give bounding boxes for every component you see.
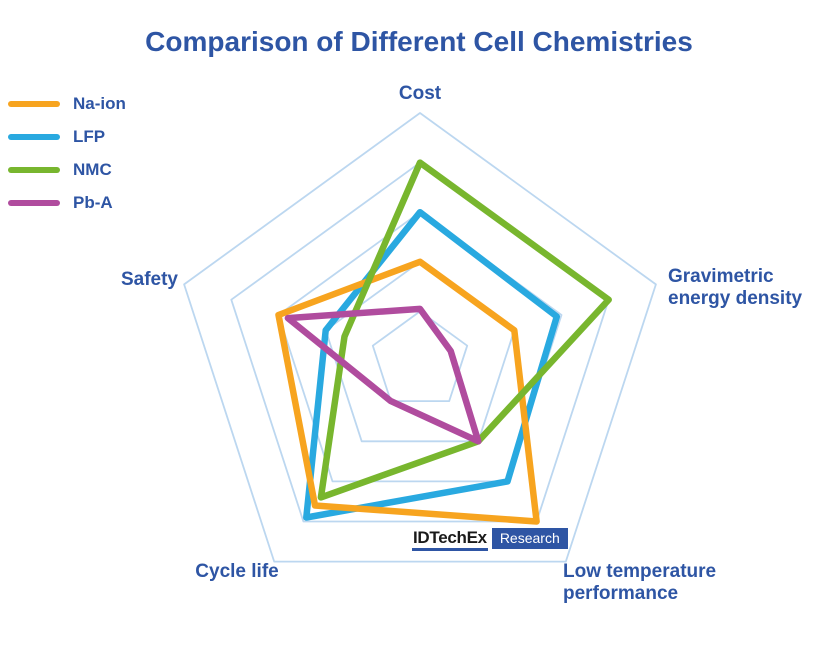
legend-item-pb-a: Pb-A bbox=[8, 186, 126, 219]
idtechex-logo-brand: IDTechEx bbox=[412, 528, 488, 551]
idtechex-logo: IDTechEx Research bbox=[412, 528, 568, 551]
axis-label-safety: Safety bbox=[120, 269, 178, 290]
series-polygon-nmc bbox=[317, 159, 612, 501]
legend-label-na-ion: Na-ion bbox=[73, 93, 126, 113]
legend-label-pb-a: Pb-A bbox=[73, 192, 113, 212]
legend-swatch-pb-a bbox=[8, 199, 60, 206]
axis-label-low-temperature-performance: Low temperature performance bbox=[563, 561, 717, 604]
grid-ring-1 bbox=[371, 310, 469, 403]
axis-label-gravimetric-energy-density: Gravimetric energy density bbox=[668, 266, 803, 309]
idtechex-logo-research-badge: Research bbox=[491, 528, 568, 549]
axis-label-cost: Cost bbox=[398, 83, 442, 104]
legend-label-nmc: NMC bbox=[73, 159, 112, 179]
legend-item-lfp: LFP bbox=[8, 120, 126, 153]
series-polygon-pb-a bbox=[284, 305, 482, 445]
legend-item-na-ion: Na-ion bbox=[8, 87, 126, 120]
legend-swatch-na-ion bbox=[8, 100, 60, 107]
series-polygon-lfp bbox=[303, 208, 561, 521]
legend: Na-ion LFP NMC Pb-A bbox=[8, 87, 126, 219]
grid-ring-3 bbox=[277, 211, 563, 483]
legend-label-lfp: LFP bbox=[73, 126, 106, 146]
legend-swatch-nmc bbox=[8, 166, 60, 173]
legend-swatch-lfp bbox=[8, 133, 60, 140]
chart-title: Comparison of Different Cell Chemistries bbox=[145, 26, 693, 57]
grid-ring-5 bbox=[183, 112, 657, 563]
legend-item-nmc: NMC bbox=[8, 153, 126, 186]
series-polygon-na-ion bbox=[275, 258, 540, 525]
axis-label-cycle-life: Cycle life bbox=[195, 561, 279, 582]
